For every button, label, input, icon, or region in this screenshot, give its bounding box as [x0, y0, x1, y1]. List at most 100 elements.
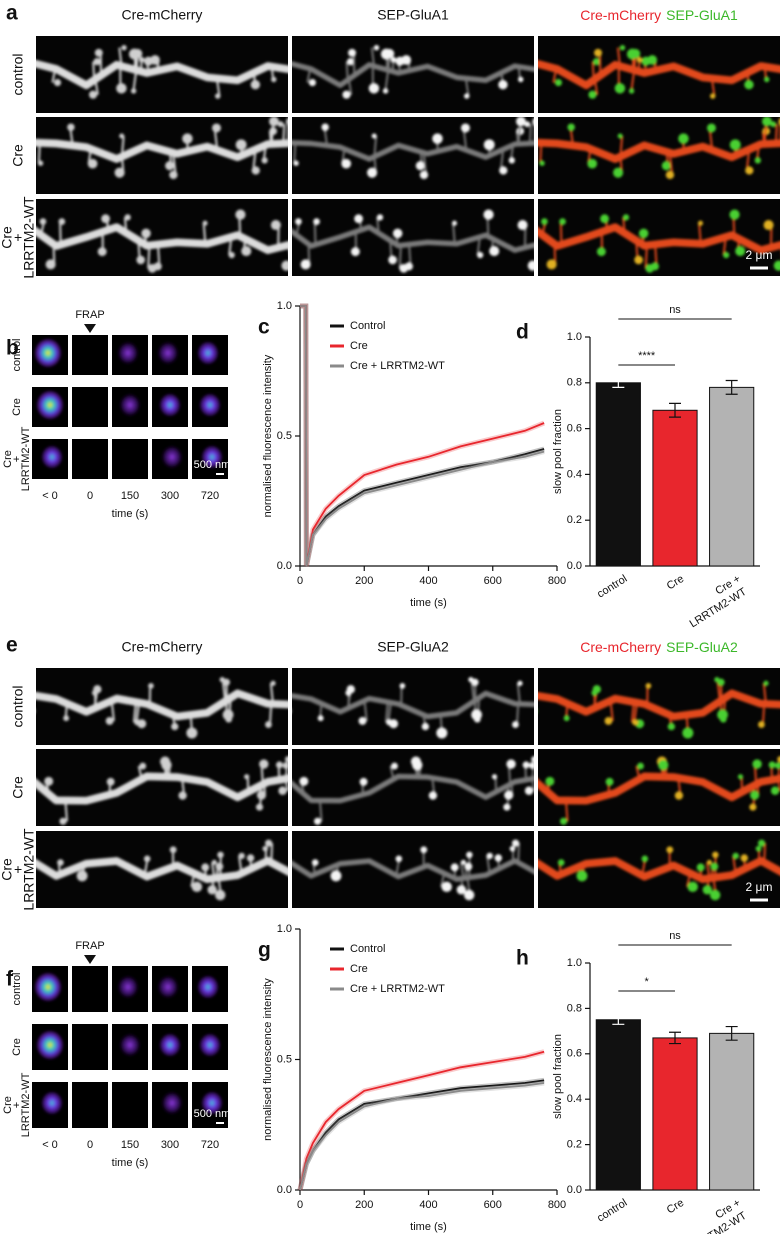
- dendrite: [292, 839, 534, 901]
- spine-neck: [516, 683, 521, 704]
- error-bar: [612, 1014, 625, 1025]
- spine-head: [53, 79, 62, 87]
- legend-label: Cre + LRRTM2-WT: [350, 983, 445, 995]
- spine-head: [341, 158, 352, 169]
- y-axis-label: normalised fluorescence intensity: [262, 354, 274, 517]
- dendrite: [36, 756, 288, 825]
- spine-head: [165, 161, 175, 171]
- spine-head: [250, 80, 261, 90]
- frap-spot: [117, 975, 139, 999]
- spine-head: [130, 88, 137, 94]
- series-line: [300, 305, 545, 567]
- spine-head: [271, 76, 277, 83]
- dendrite-shaft: [292, 224, 534, 253]
- spine-head: [386, 719, 393, 726]
- spine-head: [491, 774, 498, 780]
- spine-neck: [37, 142, 41, 164]
- spine-head: [770, 786, 780, 795]
- spine-head: [477, 251, 484, 259]
- frap-spot: [197, 975, 219, 999]
- spine-neck: [486, 855, 491, 874]
- dendrite: [292, 756, 534, 825]
- spine-head: [768, 761, 776, 769]
- spine-neck: [710, 78, 716, 97]
- time-label: 0: [87, 1139, 93, 1151]
- row-label: LRRTM2-WT: [20, 426, 32, 491]
- row-label: +: [10, 233, 26, 241]
- spine-neck: [132, 701, 137, 723]
- y-tick-label: 1.0: [567, 331, 582, 343]
- spine-head: [622, 214, 630, 221]
- row-label: LRRTM2-WT: [21, 196, 37, 279]
- spine-head: [342, 90, 351, 99]
- spine-head: [346, 58, 355, 66]
- spine-head: [141, 228, 151, 239]
- spine-head: [415, 161, 425, 171]
- spine-head: [770, 121, 777, 128]
- spine-head: [463, 889, 475, 901]
- spine-neck: [398, 245, 402, 269]
- spine-head: [388, 255, 397, 265]
- spine-neck: [51, 68, 57, 83]
- spine-head: [666, 846, 674, 854]
- frap-spot: [117, 341, 139, 365]
- spine-head: [399, 683, 406, 689]
- spine-head: [532, 118, 534, 126]
- spine-neck: [552, 68, 558, 83]
- frap-spot: [34, 338, 62, 368]
- micrograph: [538, 117, 780, 194]
- spine-head: [749, 803, 757, 811]
- significance-label: ****: [638, 350, 656, 362]
- frap-spot: [161, 445, 183, 469]
- spine-head: [706, 859, 712, 865]
- spine-head: [489, 246, 500, 257]
- spine-neck: [270, 843, 274, 863]
- spine-neck: [92, 61, 96, 81]
- frap-spot: [36, 390, 64, 420]
- x-tick-label: 800: [548, 575, 566, 587]
- series-line: [299, 1050, 545, 1191]
- spine-head: [661, 161, 671, 171]
- micrograph: [538, 749, 780, 826]
- spine-head: [201, 863, 210, 872]
- spine-head: [269, 117, 279, 127]
- row-label: Cre: [10, 144, 26, 167]
- x-tick-label: Cre: [665, 573, 686, 593]
- spine-head: [373, 44, 380, 51]
- row-label: control: [10, 53, 26, 95]
- spine-head: [93, 58, 101, 66]
- row-label: +: [11, 1102, 23, 1108]
- column-header: SEP-GluA2: [377, 639, 449, 655]
- spine-head: [44, 776, 54, 786]
- spine-head: [391, 762, 398, 770]
- spine-neck: [110, 700, 115, 722]
- spine-head: [282, 762, 288, 770]
- spine-head: [563, 715, 570, 722]
- scale-label: 2 μm: [746, 248, 773, 262]
- spine-neck: [94, 79, 99, 95]
- spine-head: [745, 166, 754, 175]
- merge-header: Cre-mCherry SEP-GluA2: [580, 639, 738, 655]
- y-tick-label: 0.0: [277, 1184, 292, 1196]
- spine-head: [687, 881, 698, 893]
- spine-head: [91, 689, 98, 696]
- bar: [652, 1037, 698, 1191]
- spine-head: [228, 251, 235, 259]
- spine-neck: [389, 765, 395, 780]
- dendrite-shaft: [538, 223, 780, 255]
- spine-head: [350, 247, 360, 257]
- spine-head: [735, 246, 746, 257]
- spine-head: [638, 228, 649, 239]
- spine-neck: [635, 765, 641, 780]
- spine-head: [506, 759, 516, 769]
- spine-head: [432, 133, 443, 144]
- spine-head: [762, 117, 772, 127]
- spine-head: [382, 88, 389, 94]
- y-tick-label: 1.0: [277, 300, 292, 312]
- spine-head: [59, 817, 67, 825]
- spine-neck: [211, 862, 216, 879]
- spine-neck: [190, 873, 196, 888]
- spine-head: [614, 83, 626, 94]
- time-label: 150: [121, 1139, 139, 1151]
- legend-label: Control: [350, 320, 385, 332]
